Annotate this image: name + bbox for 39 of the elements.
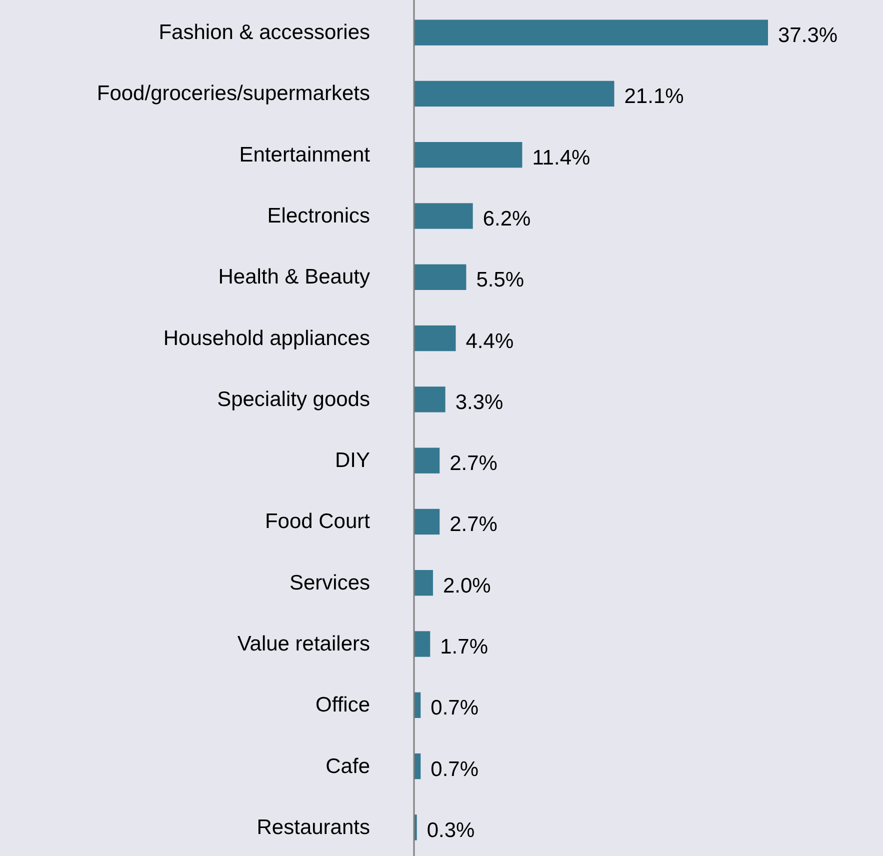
y-tick-label: Cafe [326, 754, 370, 778]
data-label: 0.7% [430, 696, 479, 720]
data-label: 2.7% [450, 513, 498, 536]
y-tick-label: Health & Beauty [218, 266, 370, 289]
y-tick-label: Food/groceries/supermarkets [96, 82, 370, 106]
bar [414, 264, 466, 290]
bar [414, 325, 456, 352]
data-label: 2.7% [450, 452, 498, 476]
y-tick-label: Speciality goods [217, 388, 370, 411]
data-label: 4.4% [466, 330, 514, 353]
y-tick-label: Food Court [264, 510, 370, 534]
data-label: 11.4% [532, 146, 590, 170]
data-label: 2.0% [442, 574, 491, 598]
data-label: 0.3% [426, 818, 475, 842]
bar [414, 80, 614, 107]
y-tick-label: Office [316, 694, 370, 717]
data-label: 1.7% [440, 636, 488, 658]
bar [414, 570, 433, 596]
data-label: 21.1% [624, 85, 684, 108]
bar [414, 386, 446, 412]
bar [414, 448, 440, 474]
y-tick-label: Entertainment [239, 143, 370, 166]
bar [414, 508, 440, 535]
y-tick-label: DIY [334, 449, 370, 472]
y-tick-label: Fashion & accessories [158, 21, 370, 44]
y-tick-label: Value retailers [237, 632, 370, 656]
y-tick-label: Restaurants [256, 816, 370, 839]
bar [414, 20, 768, 46]
data-label: 37.3% [778, 24, 838, 48]
bar [414, 142, 522, 168]
bar [414, 631, 430, 657]
data-label: 3.3% [455, 390, 504, 414]
y-tick-label: Household appliances [163, 326, 370, 350]
y-tick-label: Services [289, 571, 370, 594]
data-label: 0.7% [430, 758, 479, 781]
y-tick-label: Electronics [267, 204, 370, 228]
data-label: 6.2% [482, 208, 531, 230]
bar [414, 203, 473, 229]
data-label: 5.5% [476, 268, 524, 292]
